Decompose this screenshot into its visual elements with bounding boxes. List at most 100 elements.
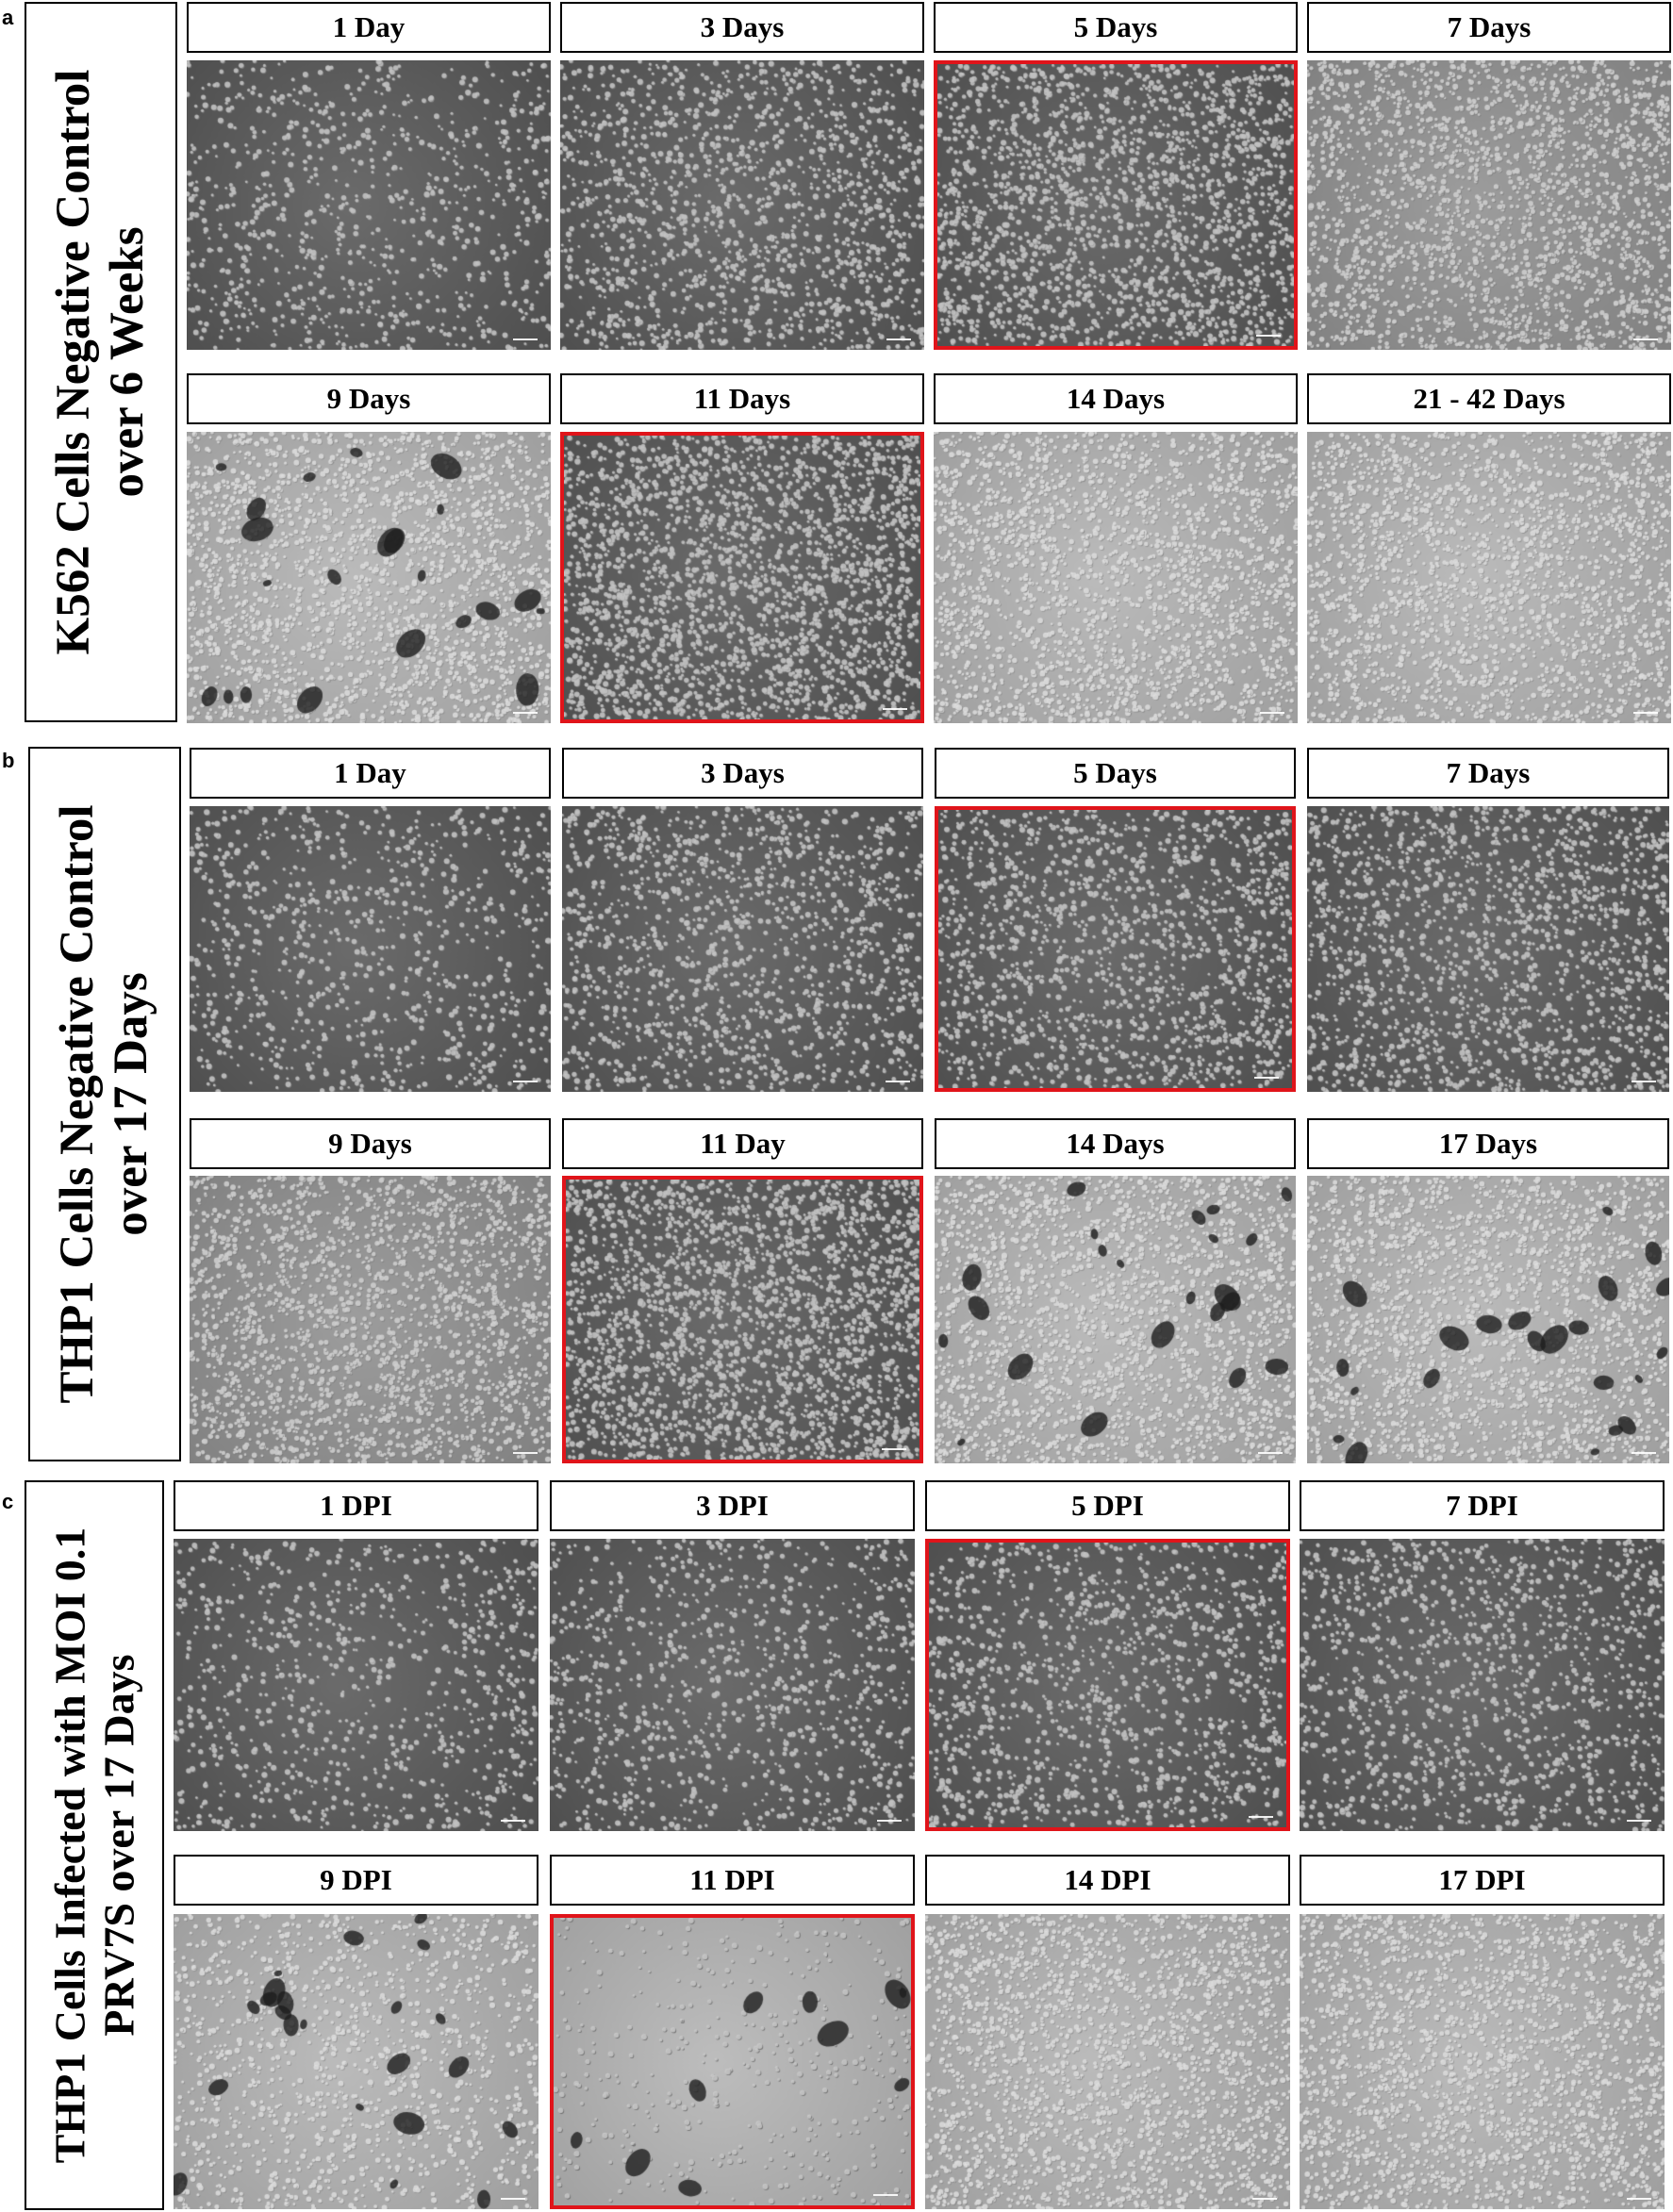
scale-bar xyxy=(1633,338,1658,340)
scale-bar xyxy=(513,1081,538,1082)
micrograph-image xyxy=(174,1914,538,2209)
scale-bar xyxy=(1249,1816,1273,1818)
scale-bar xyxy=(882,1448,906,1450)
micrograph-texture xyxy=(174,1539,538,1831)
timepoint-label: 17 Days xyxy=(1307,1118,1669,1169)
timepoint-label: 7 Days xyxy=(1307,2,1671,53)
micrograph-image xyxy=(562,1176,923,1463)
micrograph-image xyxy=(1307,432,1671,723)
timepoint-label: 9 Days xyxy=(190,1118,551,1169)
micrograph-texture xyxy=(190,1176,551,1463)
timepoint-label: 5 Days xyxy=(935,748,1296,799)
panel-letter: a xyxy=(2,6,14,29)
micrograph-texture xyxy=(938,810,1292,1088)
scale-bar xyxy=(886,1081,910,1082)
micrograph-image xyxy=(934,432,1298,723)
micrograph-image xyxy=(174,1539,538,1831)
micrograph-image xyxy=(550,1539,915,1831)
micrograph-image xyxy=(562,806,923,1092)
micrograph-texture xyxy=(550,1539,915,1831)
micrograph-image xyxy=(560,60,924,350)
micrograph-image xyxy=(1307,806,1669,1092)
timepoint-label: 14 Days xyxy=(935,1118,1296,1169)
scale-bar xyxy=(1260,712,1284,714)
timepoint-label: 14 DPI xyxy=(925,1855,1290,1906)
scale-bar xyxy=(883,708,907,710)
panel-letter: b xyxy=(2,749,15,772)
scale-bar xyxy=(513,338,538,340)
micrograph-image xyxy=(1307,1176,1669,1463)
micrograph-image xyxy=(934,60,1298,350)
micrograph-image xyxy=(190,1176,551,1463)
scale-bar xyxy=(1627,2198,1651,2200)
micrograph-image xyxy=(925,1914,1290,2209)
timepoint-label: 1 DPI xyxy=(174,1480,538,1531)
scale-bar xyxy=(1256,335,1281,337)
micrograph-image xyxy=(925,1539,1290,1831)
micrograph-texture xyxy=(560,60,924,350)
timepoint-label: 3 DPI xyxy=(550,1480,915,1531)
scale-bar xyxy=(513,1452,538,1454)
panel-letter: c xyxy=(2,1490,14,1513)
timepoint-label: 7 DPI xyxy=(1300,1480,1665,1531)
scale-bar xyxy=(877,1820,902,1822)
micrograph-image xyxy=(935,806,1296,1092)
side-label-line: PRV7S over 17 Days xyxy=(94,1654,142,2037)
timepoint-label: 21 - 42 Days xyxy=(1307,373,1671,424)
panel-side-label: THP1 Cells Infected with MOI 0.1 PRV7S ov… xyxy=(25,1480,164,2210)
micrograph-texture xyxy=(929,1543,1286,1827)
side-label-line: THP1 Cells Infected with MOI 0.1 xyxy=(45,1527,94,2164)
scale-bar xyxy=(873,2194,898,2196)
micrograph-texture xyxy=(1307,1176,1669,1463)
panel-side-label: K562 Cells Negative Control over 6 Weeks xyxy=(25,2,177,722)
timepoint-label: 5 DPI xyxy=(925,1480,1290,1531)
side-label-line: K562 Cells Negative Control xyxy=(46,69,100,655)
scale-bar xyxy=(1633,712,1658,714)
micrograph-texture xyxy=(1307,60,1671,350)
micrograph-image xyxy=(187,432,551,723)
micrograph-image xyxy=(550,1914,915,2209)
scale-bar xyxy=(1627,1820,1651,1822)
micrograph-texture xyxy=(187,432,551,723)
micrograph-image xyxy=(1300,1539,1665,1831)
scale-bar xyxy=(1632,1081,1656,1082)
scale-bar xyxy=(1258,1452,1283,1454)
micrograph-image xyxy=(187,60,551,350)
scale-bar xyxy=(513,712,538,714)
timepoint-label: 14 Days xyxy=(934,373,1298,424)
micrograph-texture xyxy=(187,60,551,350)
timepoint-label: 1 Day xyxy=(190,748,551,799)
micrograph-image xyxy=(560,432,924,723)
micrograph-texture xyxy=(935,1176,1296,1463)
micrograph-texture xyxy=(1300,1914,1665,2209)
micrograph-texture xyxy=(1300,1539,1665,1831)
timepoint-label: 5 Days xyxy=(934,2,1298,53)
side-label-line: THP1 Cells Negative Control xyxy=(50,804,104,1404)
micrograph-texture xyxy=(554,1918,911,2205)
timepoint-label: 9 DPI xyxy=(174,1855,538,1906)
scale-bar xyxy=(501,2198,525,2200)
timepoint-label: 11 Day xyxy=(562,1118,923,1169)
scale-bar xyxy=(886,338,911,340)
micrograph-texture xyxy=(934,432,1298,723)
side-label-line: over 6 Weeks xyxy=(101,226,154,498)
micrograph-texture xyxy=(566,1180,919,1460)
timepoint-label: 9 Days xyxy=(187,373,551,424)
micrograph-texture xyxy=(564,436,920,719)
micrograph-texture xyxy=(1307,432,1671,723)
timepoint-label: 1 Day xyxy=(187,2,551,53)
micrograph-texture xyxy=(174,1914,538,2209)
micrograph-texture xyxy=(1307,806,1669,1092)
timepoint-label: 7 Days xyxy=(1307,748,1669,799)
micrograph-texture xyxy=(562,806,923,1092)
timepoint-label: 11 DPI xyxy=(550,1855,915,1906)
micrograph-image xyxy=(190,806,551,1092)
micrograph-image xyxy=(1300,1914,1665,2209)
timepoint-label: 3 Days xyxy=(560,2,924,53)
micrograph-texture xyxy=(190,806,551,1092)
micrograph-texture xyxy=(937,64,1294,346)
timepoint-label: 3 Days xyxy=(562,748,923,799)
side-label-line: over 17 Days xyxy=(105,972,157,1236)
timepoint-label: 11 Days xyxy=(560,373,924,424)
micrograph-image xyxy=(935,1176,1296,1463)
